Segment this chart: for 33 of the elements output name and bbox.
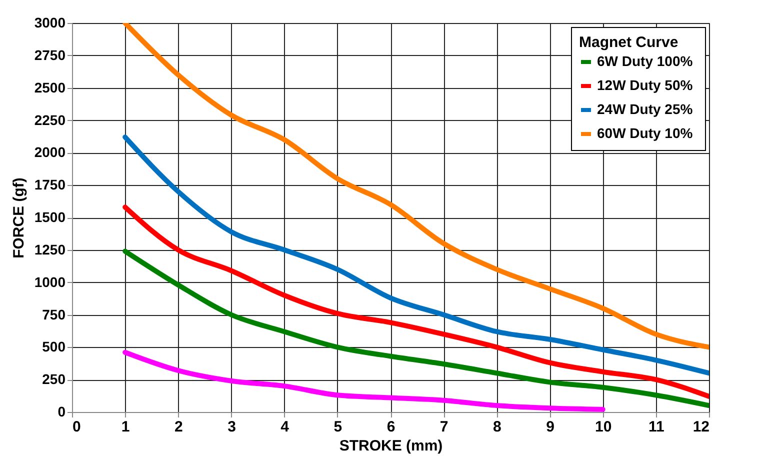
x-tick-label: 7 [440,418,448,436]
y-tick-label: 2500 [34,79,66,96]
x-tick-label: 12 [692,418,710,436]
x-axis-title: STROKE (mm) [339,438,443,454]
legend-label: 24W Duty 25% [597,101,694,117]
x-tick-label: 8 [492,418,502,436]
y-tick-label: 1250 [34,241,66,258]
x-tick-label: 2 [174,418,183,436]
legend-label: 6W Duty 100% [597,53,694,69]
y-tick-label: 0 [58,404,66,420]
x-tick-label: 0 [72,418,81,436]
y-axis-title: FORCE (gf) [10,178,28,258]
y-tick-label: 3000 [34,14,66,30]
legend-title: Magnet Curve [579,34,678,51]
legend-label: 60W Duty 10% [597,125,694,141]
x-tick-label: 10 [594,418,612,436]
x-tick-label: 9 [546,418,554,436]
x-tick-label: 3 [228,418,236,436]
x-tick-label: 4 [280,418,290,436]
y-tick-label: 2250 [34,112,66,128]
y-tick-label: 500 [42,338,66,355]
x-tick-label: 11 [648,418,664,436]
x-tick-label: 1 [121,418,130,436]
y-tick-label: 1000 [34,274,66,290]
y-tick-label: 750 [42,306,66,322]
y-tick-label: 1750 [34,176,66,193]
x-tick-label: 6 [386,418,396,436]
y-tick-label: 2000 [34,144,66,160]
legend-label: 12W Duty 50% [597,77,694,93]
x-tick-label: 5 [334,418,342,436]
y-tick-label: 1500 [34,209,66,225]
y-tick-label: 250 [42,371,66,388]
y-tick-label: 2750 [34,46,66,63]
